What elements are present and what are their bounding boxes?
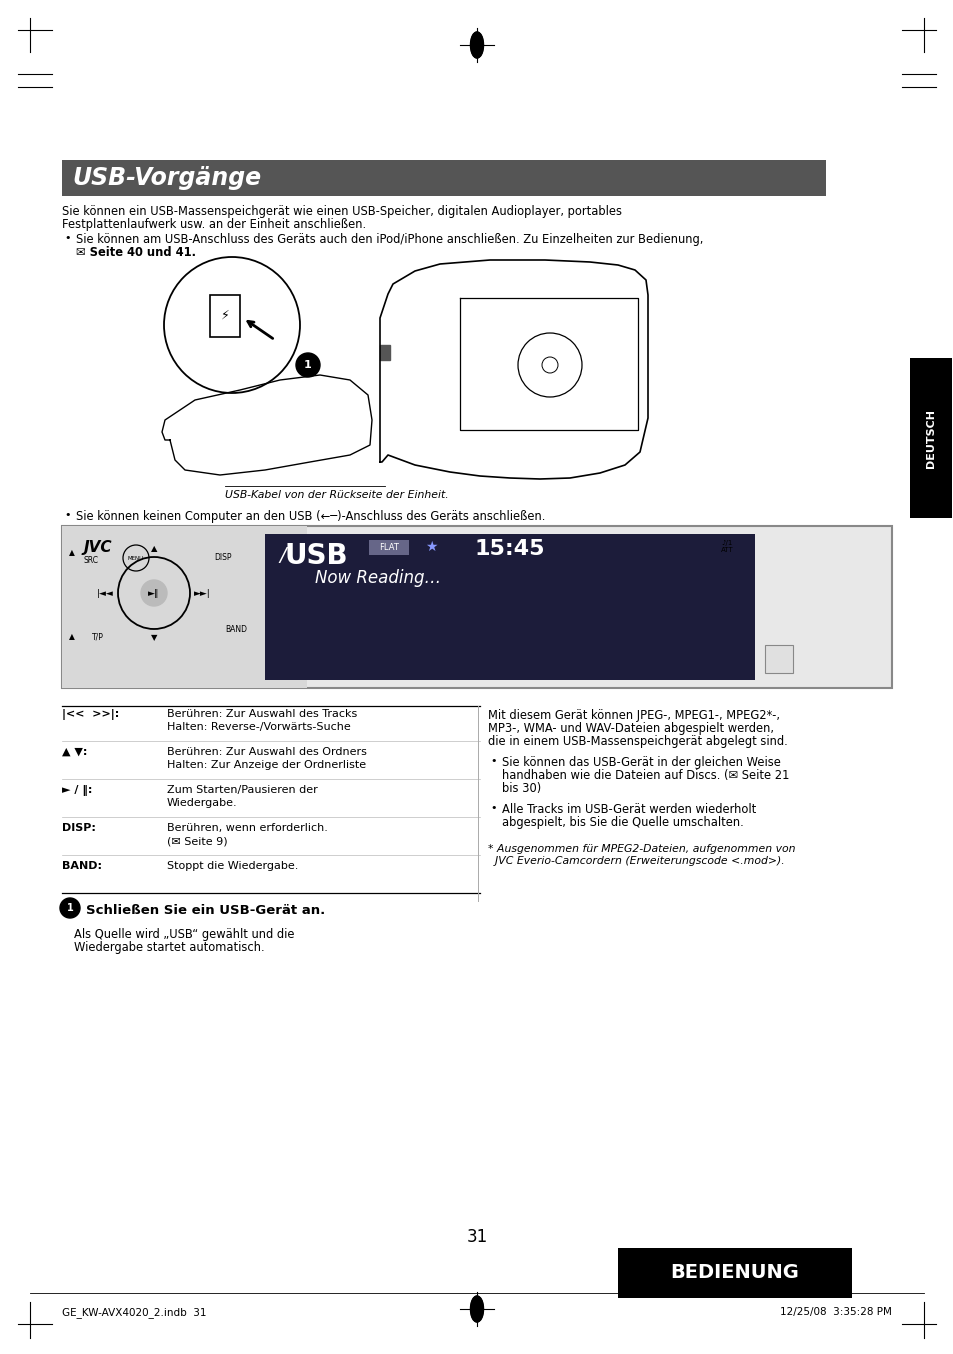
Text: Sie können das USB-Gerät in der gleichen Weise: Sie können das USB-Gerät in der gleichen… <box>501 756 781 769</box>
FancyBboxPatch shape <box>618 1248 851 1298</box>
Text: 1: 1 <box>304 360 312 370</box>
Text: Wiedergabe startet automatisch.: Wiedergabe startet automatisch. <box>74 941 264 955</box>
Text: Berühren: Zur Auswahl des Ordners: Berühren: Zur Auswahl des Ordners <box>167 747 367 757</box>
Text: Berühren: Zur Auswahl des Tracks: Berühren: Zur Auswahl des Tracks <box>167 709 356 719</box>
Text: die in einem USB-Massenspeichgerät abgelegt sind.: die in einem USB-Massenspeichgerät abgel… <box>488 735 787 747</box>
Text: Alle Tracks im USB-Gerät werden wiederholt: Alle Tracks im USB-Gerät werden wiederho… <box>501 803 756 816</box>
Ellipse shape <box>470 32 483 58</box>
Text: Now Reading…: Now Reading… <box>314 569 440 588</box>
Text: ▲: ▲ <box>151 544 157 552</box>
Text: |<<  >>|:: |<< >>|: <box>62 709 119 720</box>
Text: ▼: ▼ <box>151 634 157 642</box>
Text: ⚡: ⚡ <box>220 309 229 321</box>
Text: BEDIENUNG: BEDIENUNG <box>670 1263 799 1282</box>
FancyBboxPatch shape <box>369 540 409 555</box>
FancyBboxPatch shape <box>62 525 307 688</box>
Text: Sie können keinen Computer an den USB (←─)-Anschluss des Geräts anschließen.: Sie können keinen Computer an den USB (←… <box>76 510 545 523</box>
Circle shape <box>295 353 319 376</box>
Text: JVC Everio-Camcordern (Erweiterungscode <.mod>).: JVC Everio-Camcordern (Erweiterungscode … <box>488 856 784 867</box>
Text: Wiedergabe.: Wiedergabe. <box>167 798 237 808</box>
Text: •: • <box>64 510 71 520</box>
Text: SRC: SRC <box>84 556 99 565</box>
Text: DISP:: DISP: <box>62 823 95 833</box>
Text: ✉ Seite 40 und 41.: ✉ Seite 40 und 41. <box>76 246 195 259</box>
Text: MENU: MENU <box>128 555 144 561</box>
Text: Halten: Zur Anzeige der Ordnerliste: Halten: Zur Anzeige der Ordnerliste <box>167 760 366 770</box>
Text: •: • <box>490 803 496 812</box>
Text: ▲: ▲ <box>69 548 75 558</box>
Text: Sie können am USB-Anschluss des Geräts auch den iPod/iPhone anschließen. Zu Einz: Sie können am USB-Anschluss des Geräts a… <box>76 233 702 246</box>
Text: Halten: Reverse-/Vorwärts-Suche: Halten: Reverse-/Vorwärts-Suche <box>167 722 351 733</box>
FancyBboxPatch shape <box>764 645 792 673</box>
FancyBboxPatch shape <box>909 357 951 519</box>
Text: USB-Vorgänge: USB-Vorgänge <box>71 167 261 190</box>
FancyBboxPatch shape <box>62 525 891 688</box>
Text: Schließen Sie ein USB-Gerät an.: Schließen Sie ein USB-Gerät an. <box>86 904 325 917</box>
FancyBboxPatch shape <box>210 295 240 337</box>
Text: FLAT: FLAT <box>378 543 398 552</box>
Text: /: / <box>278 546 285 565</box>
Text: USB-Kabel von der Rückseite der Einheit.: USB-Kabel von der Rückseite der Einheit. <box>225 490 448 500</box>
Text: 1: 1 <box>67 903 73 913</box>
Text: ♪/1
ATT: ♪/1 ATT <box>720 540 733 554</box>
Text: •: • <box>64 233 71 242</box>
Text: handhaben wie die Dateien auf Discs. (✉ Seite 21: handhaben wie die Dateien auf Discs. (✉ … <box>501 769 788 783</box>
Text: DEUTSCH: DEUTSCH <box>925 409 935 467</box>
Text: MP3-, WMA- und WAV-Dateien abgespielt werden,: MP3-, WMA- und WAV-Dateien abgespielt we… <box>488 722 773 735</box>
Text: ► / ‖:: ► / ‖: <box>62 785 92 796</box>
Text: Zum Starten/Pausieren der: Zum Starten/Pausieren der <box>167 785 317 795</box>
Text: GE_KW-AVX4020_2.indb  31: GE_KW-AVX4020_2.indb 31 <box>62 1307 206 1317</box>
Text: ►‖: ►‖ <box>148 589 159 597</box>
Text: T/P: T/P <box>92 632 104 642</box>
Text: ▲ ▼:: ▲ ▼: <box>62 747 88 757</box>
Text: BAND:: BAND: <box>62 861 102 871</box>
Text: ►►|: ►►| <box>193 589 211 597</box>
FancyBboxPatch shape <box>62 160 825 196</box>
Text: ▲: ▲ <box>69 632 75 642</box>
Text: Mit diesem Gerät können JPEG-, MPEG1-, MPEG2*-,: Mit diesem Gerät können JPEG-, MPEG1-, M… <box>488 709 780 722</box>
Text: 15:45: 15:45 <box>475 539 545 559</box>
Polygon shape <box>379 345 390 360</box>
Circle shape <box>60 898 80 918</box>
Text: Sie können ein USB-Massenspeichgerät wie einen USB-Speicher, digitalen Audioplay: Sie können ein USB-Massenspeichgerät wie… <box>62 204 621 218</box>
Text: 12/25/08  3:35:28 PM: 12/25/08 3:35:28 PM <box>780 1307 891 1317</box>
Text: USB: USB <box>285 542 348 570</box>
Text: |◄◄: |◄◄ <box>97 589 113 597</box>
Ellipse shape <box>470 1296 483 1322</box>
Text: abgespielt, bis Sie die Quelle umschalten.: abgespielt, bis Sie die Quelle umschalte… <box>501 816 743 829</box>
Text: Als Quelle wird „USB“ gewählt und die: Als Quelle wird „USB“ gewählt und die <box>74 927 294 941</box>
Text: ★: ★ <box>424 540 437 554</box>
Text: Berühren, wenn erforderlich.: Berühren, wenn erforderlich. <box>167 823 328 833</box>
Text: (✉ Seite 9): (✉ Seite 9) <box>167 835 228 846</box>
Text: •: • <box>490 756 496 766</box>
Circle shape <box>141 580 167 607</box>
Text: bis 30): bis 30) <box>501 783 540 795</box>
Text: Stoppt die Wiedergabe.: Stoppt die Wiedergabe. <box>167 861 298 871</box>
FancyBboxPatch shape <box>265 533 754 680</box>
Text: Festplattenlaufwerk usw. an der Einheit anschließen.: Festplattenlaufwerk usw. an der Einheit … <box>62 218 366 232</box>
Text: BAND: BAND <box>225 626 247 635</box>
Text: JVC: JVC <box>84 540 112 555</box>
Text: DISP: DISP <box>213 552 232 562</box>
Text: * Ausgenommen für MPEG2-Dateien, aufgenommen von: * Ausgenommen für MPEG2-Dateien, aufgeno… <box>488 844 795 854</box>
Text: 31: 31 <box>466 1228 487 1246</box>
